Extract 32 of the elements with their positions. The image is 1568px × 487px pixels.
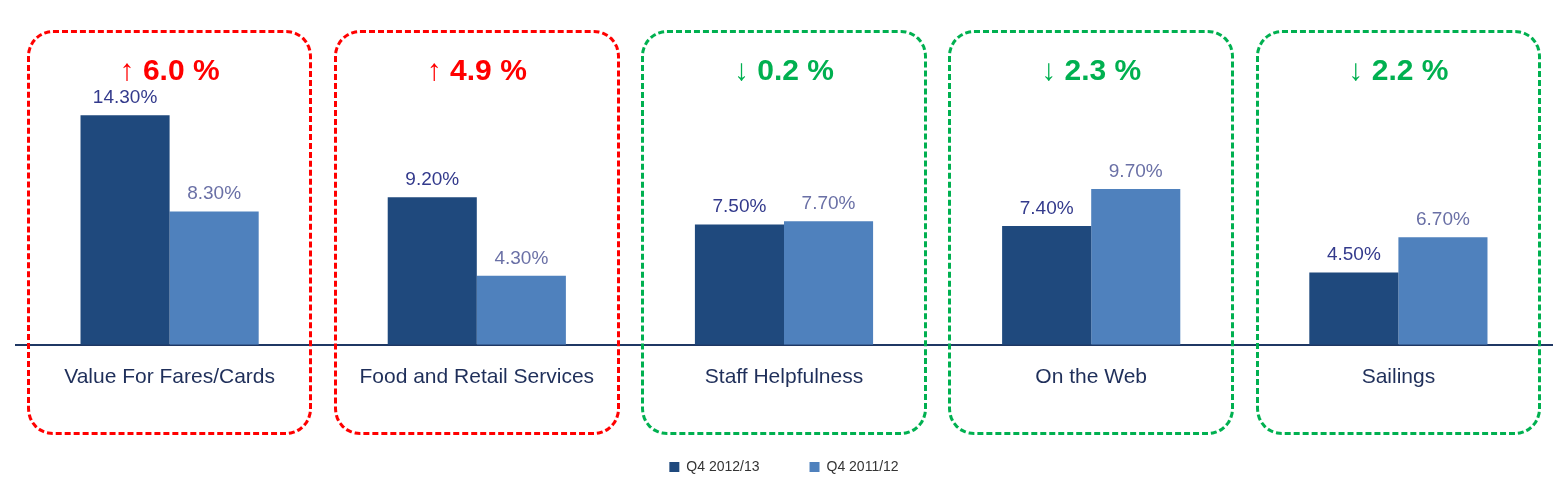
bar <box>1091 189 1181 345</box>
data-label: 8.30% <box>187 182 242 204</box>
bar <box>1002 226 1092 345</box>
legend-label: Q4 2012/13 <box>686 457 760 474</box>
data-label: 14.30% <box>92 86 158 108</box>
bar <box>784 221 874 345</box>
text: ↓ 2.2 % <box>1348 53 1449 87</box>
data-label: 7.40% <box>1019 196 1074 218</box>
data-label: 7.70% <box>801 191 856 213</box>
x-tick-label: Sailings <box>1361 364 1436 388</box>
text: ↓ 2.3 % <box>1041 53 1142 87</box>
x-tick-label: Food and Retail Services <box>359 364 595 388</box>
bar <box>1398 237 1488 345</box>
bar <box>694 224 784 345</box>
legend-label: Q4 2011/12 <box>826 457 899 474</box>
bar <box>387 197 477 345</box>
x-tick-label: On the Web <box>1035 364 1148 388</box>
data-label: 9.70% <box>1108 159 1163 181</box>
bar <box>476 275 566 345</box>
data-label: 9.20% <box>405 167 460 189</box>
bar <box>169 211 259 345</box>
data-label: 4.50% <box>1326 243 1381 265</box>
x-tick-label: Value For Fares/Cards <box>64 364 276 388</box>
text: ↑ 4.9 % <box>426 53 527 87</box>
text: ↑ 6.0 % <box>119 53 220 87</box>
data-label: 4.30% <box>494 246 549 268</box>
data-label: 7.50% <box>712 195 767 217</box>
data-label: 6.70% <box>1416 208 1470 229</box>
bar <box>1309 272 1399 345</box>
x-tick-label: Staff Helpfulness <box>704 364 864 388</box>
bar <box>80 115 170 345</box>
text: ↓ 0.2 % <box>733 53 835 87</box>
